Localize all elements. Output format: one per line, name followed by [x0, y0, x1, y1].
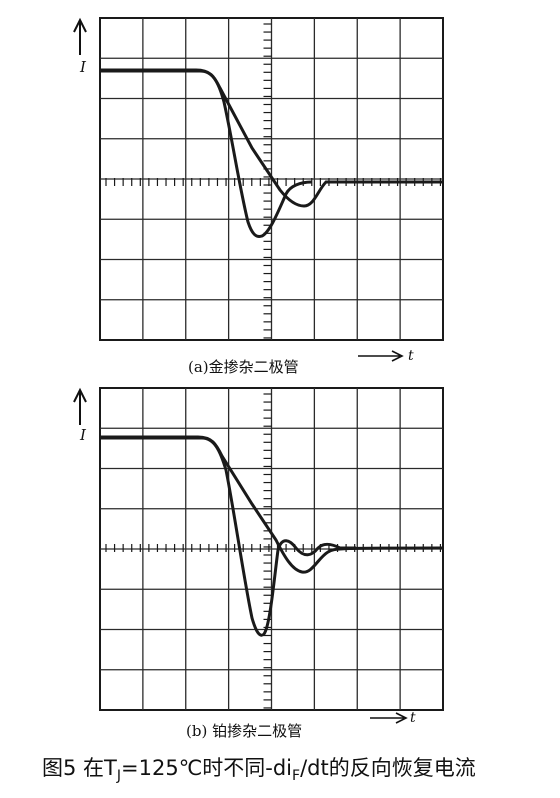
caption-subscript: J	[116, 768, 122, 784]
panel-a-time-label: t	[408, 348, 414, 364]
caption-suffix-2: /dt的反向恢复电流	[300, 756, 476, 780]
caption-prefix: 图5 在T	[42, 756, 117, 780]
panel-a-time-arrow	[358, 350, 404, 362]
caption-subscript-2: F	[292, 768, 301, 784]
panel-b: I t (b) 铂掺杂二极管	[73, 387, 444, 740]
panel-b-curve-fast	[100, 436, 356, 637]
panel-b-subcaption: (b) 铂掺杂二极管	[186, 722, 302, 740]
panel-b-axis-label: I	[79, 426, 87, 444]
panel-a-grid	[100, 18, 443, 340]
panel-a-subcaption: (a)金掺杂二极管	[188, 358, 299, 376]
panel-a-current-arrow	[73, 17, 87, 55]
caption-suffix: =125℃时不同-di	[121, 756, 293, 780]
panel-a: I t (a)金掺杂二极管	[73, 17, 444, 376]
figure-caption-text: 图5 在TJ=125℃时不同-diF/dt的反向恢复电流	[42, 748, 476, 796]
figure-caption: 图5 在TJ=125℃时不同-diF/dt的反向恢复电流	[0, 748, 560, 788]
panel-a-axis-label: I	[79, 58, 87, 76]
panel-b-ticks	[105, 393, 442, 709]
panel-b-time-label: t	[410, 710, 416, 726]
panel-b-time-arrow	[370, 712, 408, 724]
panel-a-curve-fast	[100, 69, 313, 238]
panel-b-current-arrow	[73, 387, 87, 425]
